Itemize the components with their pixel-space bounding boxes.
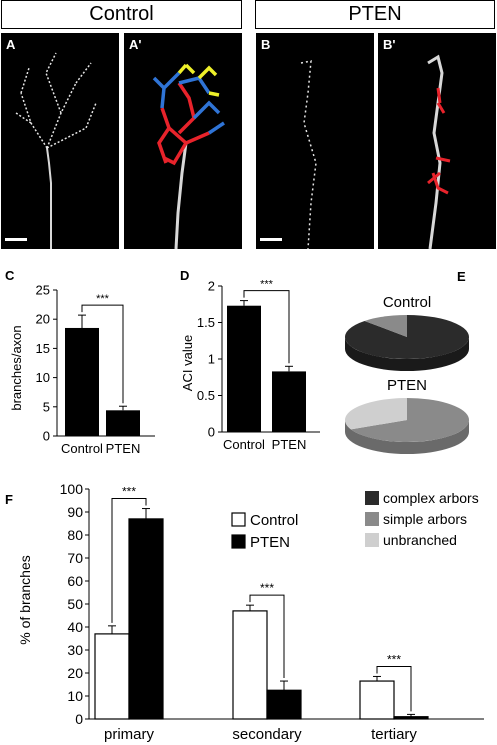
pie-title: PTEN [387,377,427,394]
bar-control [227,305,261,432]
y-tick-label: 2 [208,279,215,294]
y-tick-label: 0.5 [197,388,215,403]
significance-marker: *** [122,485,136,499]
significance-bracket [376,665,412,712]
x-tick-label: Control [223,437,265,452]
panel-b-micrograph: B [256,33,374,249]
x-tick-label: Control [61,441,103,456]
primary-branches-trace [427,87,451,195]
legend-swatch-simple-arbors [365,512,379,526]
bar-pten-secondary [266,689,302,720]
bar-control [65,327,99,436]
y-tick-label: 1 [208,352,215,367]
x-tick-label: primary [104,726,155,743]
chart-d: D ACI value 0 0.5 1 1.5 2 Control PTEN *** [180,268,320,452]
significance-marker: *** [96,293,110,305]
x-tick-label: tertiary [371,726,417,743]
scale-bar [260,238,282,241]
y-tick-label: 70 [67,550,83,566]
y-tick-label: 15 [36,341,50,356]
panel-e-label: E [457,269,466,284]
panel-a-label: A [6,37,16,52]
bar-control-tertiary [359,680,395,720]
pten-axon-image [260,60,317,249]
significance-marker: *** [260,581,274,595]
x-tick-label: PTEN [272,437,307,452]
pie-slice-simple-arbors [364,315,407,337]
tertiary-branches-trace [177,63,220,97]
panel-d-label: D [180,268,189,283]
control-axon-image [5,52,97,249]
y-tick-label: 60 [67,573,83,589]
x-tick-label: secondary [232,726,302,743]
y-tick-label: 90 [67,504,83,520]
legend-swatch-pten [231,534,246,549]
primary-branches-trace [157,82,210,166]
control-arbor-tracing [152,63,225,249]
y-tick-label: 10 [36,370,50,385]
bar-control-primary [94,633,130,720]
y-tick-label: 20 [67,665,83,681]
y-tick-label: 30 [67,642,83,658]
chart-e: E Control PTEN [345,269,469,454]
pten-header: PTEN [255,0,495,29]
y-tick-label: 100 [60,481,84,497]
significance-marker: *** [260,279,274,291]
legend-swatch-complex-arbors [365,491,379,505]
legend-label-simple-arbors: simple arbors [383,511,467,527]
pie-title: Control [383,294,431,311]
chart-d-ylabel: ACI value [180,335,195,391]
significance-bracket [243,290,290,364]
bar-pten-tertiary [393,716,429,720]
significance-bracket [249,594,285,679]
y-tick-label: 0 [208,425,215,440]
significance-bracket [111,498,147,623]
axon-trace [174,142,188,249]
legend-label-unbranched: unbranched [383,532,457,548]
y-tick-label: 0 [43,429,50,444]
y-tick-label: 20 [36,312,50,327]
pie-side [345,420,469,454]
chart-c-ylabel: branches/axon [9,325,24,410]
legend-swatch-control [231,512,246,527]
bar-pten [106,410,140,436]
bar-pten-primary [128,518,164,720]
panel-b-prime-tracing: B' [378,33,496,249]
legend-label-complex-arbors: complex arbors [383,490,479,506]
scale-bar [5,238,27,241]
chart-f-ylabel: % of branches [17,555,33,645]
chart-c: C branches/axon 0 5 10 15 20 25 Control PTEN *** [5,268,155,456]
y-tick-label: 50 [67,596,83,612]
pie-slice-simple-arbors [350,398,469,442]
x-tick-label: PTEN [106,441,141,456]
panel-b-label: B [261,37,271,52]
panel-c-label: C [5,268,15,283]
pten-arbor-tracing [427,54,451,249]
bar-control-secondary [232,610,268,720]
legend-label-control: Control [250,512,298,529]
bar-pten [272,371,306,432]
y-tick-label: 10 [67,688,83,704]
y-tick-label: 40 [67,619,83,635]
panel-f-label: F [5,492,13,507]
significance-marker: *** [387,652,401,666]
axon-trace [427,54,444,249]
panel-a-micrograph: A [1,33,119,249]
y-tick-label: 1.5 [197,315,215,330]
pie-slice-unbranched [345,398,407,430]
y-tick-label: 5 [43,399,50,414]
legend-label-pten: PTEN [250,534,290,551]
chart-f: F % of branches 0 10 20 30 40 50 60 70 80 90 100 **… [5,481,484,743]
panel-a-prime-tracing: A' [124,33,242,249]
y-tick-label: 25 [36,283,50,298]
panel-a-prime-label: A' [129,37,142,52]
pie-side [345,337,469,371]
y-tick-label: 0 [75,711,83,727]
legend-swatch-unbranched [365,533,379,547]
panel-b-prime-label: B' [383,37,396,52]
control-header: Control [1,0,242,29]
significance-bracket [81,304,124,404]
y-tick-label: 80 [67,527,83,543]
